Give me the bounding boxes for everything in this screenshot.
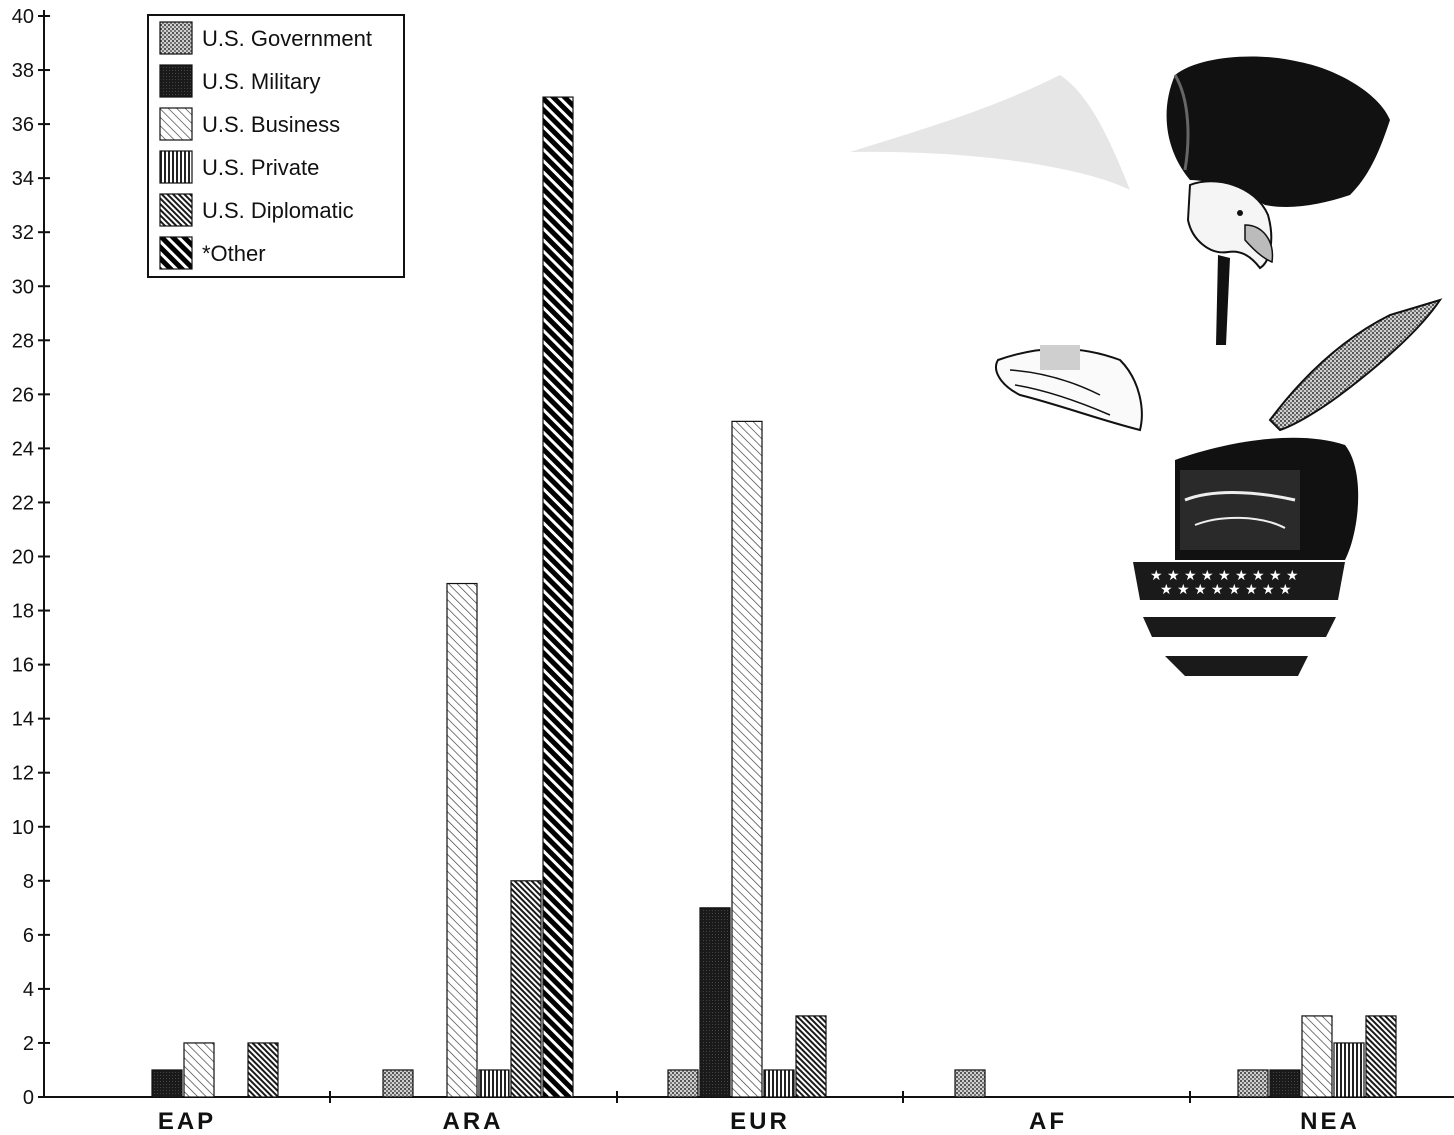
- legend-swatch: [159, 150, 193, 184]
- y-tick-label: 6: [23, 925, 34, 947]
- y-tick-label: 20: [12, 547, 34, 569]
- x-category-label: ARA: [443, 1108, 504, 1135]
- legend-swatch: [159, 64, 193, 98]
- eagle-with-sword-and-flag-shield-icon: ★ ★ ★ ★ ★ ★ ★ ★ ★ ★ ★ ★ ★ ★ ★ ★ ★: [850, 56, 1443, 676]
- x-category-label: AF: [1029, 1108, 1067, 1135]
- svg-text:★ ★ ★ ★ ★ ★ ★ ★ ★: ★ ★ ★ ★ ★ ★ ★ ★ ★: [1150, 568, 1299, 584]
- legend-swatch: [159, 107, 193, 141]
- bar-ara-u-s-private: [478, 1069, 510, 1098]
- legend-label: U.S. Private: [202, 155, 319, 180]
- legend-label: U.S. Business: [202, 112, 340, 137]
- legend-swatch: [159, 21, 193, 55]
- y-tick-label: 40: [12, 6, 34, 28]
- x-category-label: EUR: [730, 1108, 790, 1135]
- legend-label: *Other: [202, 241, 266, 266]
- legend: U.S. Government U.S. Military U.S. Busines…: [147, 14, 405, 278]
- y-tick-label: 18: [12, 601, 34, 623]
- bar-eap-u-s-business: [183, 1042, 215, 1098]
- legend-label: U.S. Military: [202, 69, 321, 94]
- svg-text:★ ★ ★ ★ ★ ★ ★ ★: ★ ★ ★ ★ ★ ★ ★ ★: [1160, 582, 1292, 598]
- bar-eur-u-s-private: [763, 1069, 795, 1098]
- bar-eap-u-s-diplomatic: [247, 1042, 279, 1098]
- bar-eur-u-s-business: [731, 420, 763, 1098]
- bars: [151, 96, 1397, 1098]
- y-tick-label: 8: [23, 871, 34, 893]
- y-tick-label: 28: [12, 330, 34, 352]
- x-category-label: EAP: [158, 1108, 216, 1135]
- bar-nea-u-s-military: [1269, 1069, 1301, 1098]
- y-tick-label: 36: [12, 114, 34, 136]
- y-tick-label: 16: [12, 655, 34, 677]
- y-tick-label: 30: [12, 276, 34, 298]
- bar-eur-u-s-diplomatic: [795, 1015, 827, 1098]
- y-tick-label: 2: [23, 1033, 34, 1055]
- y-tick-label: 10: [12, 817, 34, 839]
- y-tick-label: 32: [12, 222, 34, 244]
- bar-eur-u-s-military: [699, 907, 731, 1098]
- bar-nea-u-s-government: [1237, 1069, 1269, 1098]
- y-tick-label: 0: [23, 1087, 34, 1109]
- bar-nea-u-s-private: [1333, 1042, 1365, 1098]
- bar-eur-u-s-government: [667, 1069, 699, 1098]
- bar-ara-u-s-business: [446, 582, 478, 1098]
- x-category-label: NEA: [1300, 1108, 1360, 1135]
- bar-ara-other: [542, 96, 574, 1098]
- bar-ara-u-s-diplomatic: [510, 880, 542, 1098]
- legend-label: U.S. Government: [202, 26, 372, 51]
- bar-nea-u-s-diplomatic: [1365, 1015, 1397, 1098]
- bar-eap-u-s-military: [151, 1069, 183, 1098]
- y-tick-label: 24: [12, 438, 34, 460]
- y-tick-label: 14: [12, 709, 34, 731]
- y-tick-label: 34: [12, 168, 34, 190]
- legend-frame: [147, 14, 405, 278]
- bar-nea-u-s-business: [1301, 1015, 1333, 1098]
- bar-af-u-s-government: [954, 1069, 986, 1098]
- y-tick-label: 12: [12, 763, 34, 785]
- y-tick-label: 26: [12, 384, 34, 406]
- y-tick-label: 38: [12, 60, 34, 82]
- y-tick-label: 22: [12, 492, 34, 514]
- bar-ara-u-s-government: [382, 1069, 414, 1098]
- legend-label: U.S. Diplomatic: [202, 198, 354, 223]
- legend-swatch: [159, 236, 193, 270]
- y-tick-label: 4: [23, 979, 34, 1001]
- legend-swatch: [159, 193, 193, 227]
